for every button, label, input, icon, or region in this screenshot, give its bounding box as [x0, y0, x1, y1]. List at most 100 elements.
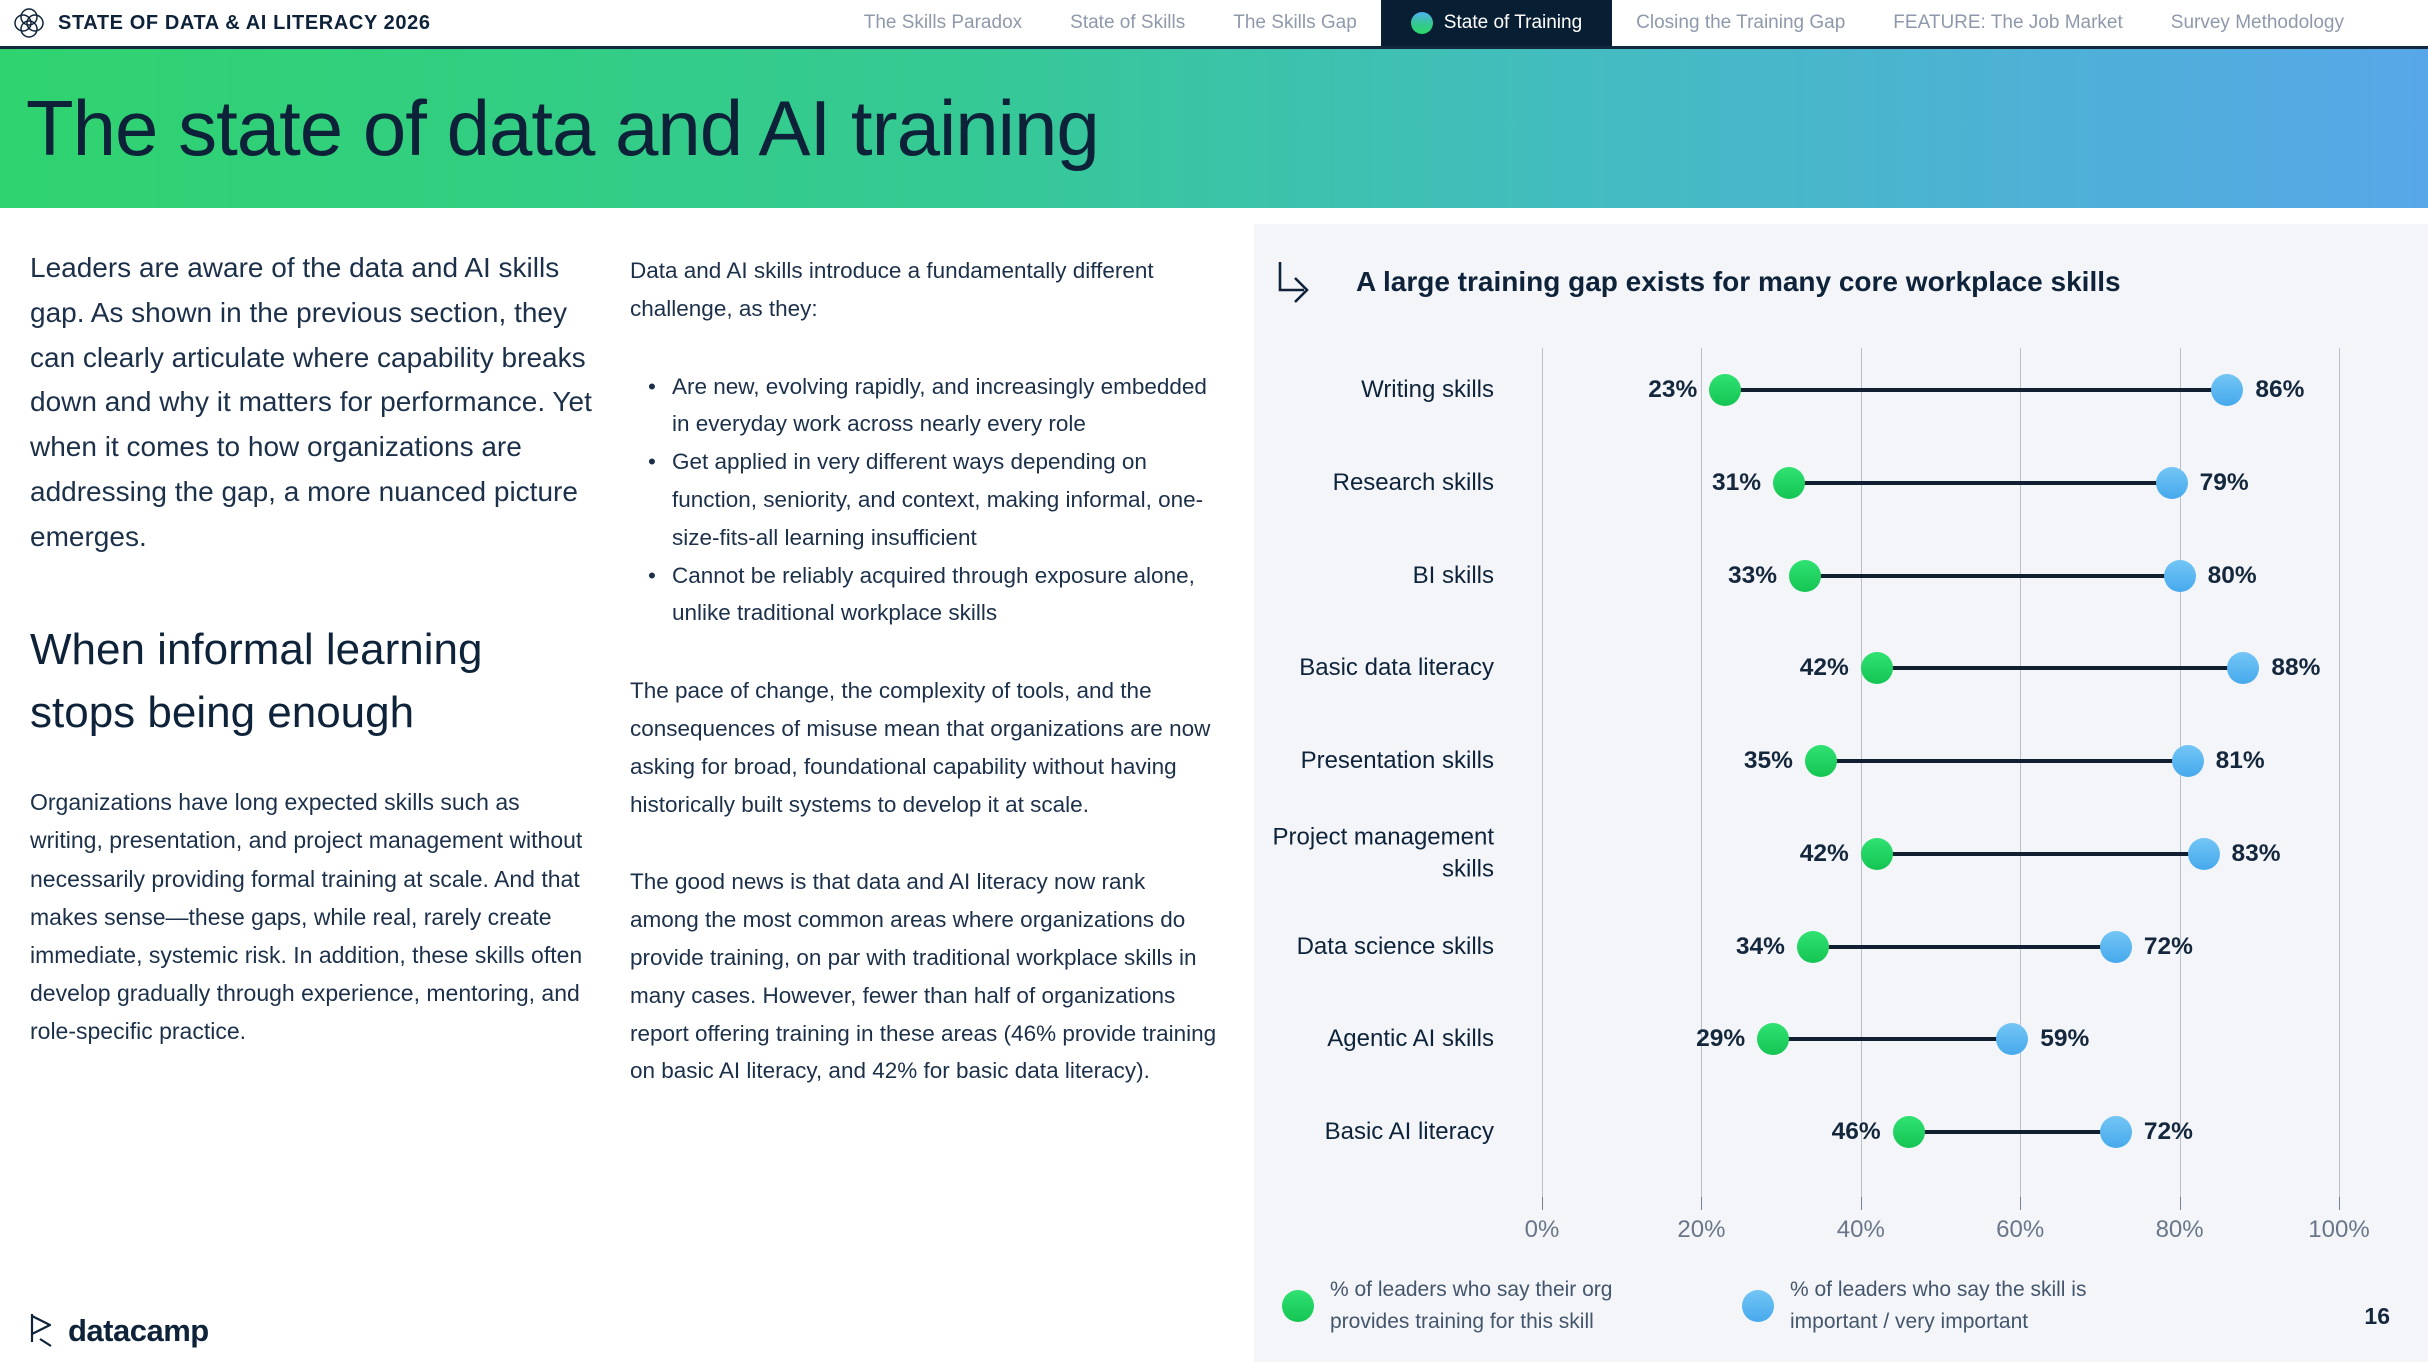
nav-tab-the-skills-paradox[interactable]: The Skills Paradox: [840, 0, 1046, 46]
datacamp-wordmark: datacamp: [68, 1313, 209, 1348]
importance-value-label: 72%: [2143, 932, 2193, 960]
importance-value-label: 86%: [2255, 376, 2305, 403]
gridline: [2020, 348, 2022, 1197]
x-axis-label: 100%: [2308, 1216, 2370, 1243]
nav-tab-label: Closing the Training Gap: [1636, 12, 1846, 33]
importance-value-label: 83%: [2231, 839, 2281, 867]
nav-tab-state-of-training[interactable]: State of Training: [1380, 0, 1613, 46]
report-brand: STATE OF DATA & AI LITERACY 2026: [0, 6, 431, 40]
nav-tab-feature-the-job-market[interactable]: FEATURE: The Job Market: [1869, 0, 2146, 46]
dumbbell-line: [1820, 759, 2188, 763]
training-value-label: 35%: [1743, 747, 1793, 774]
row-label: Research skills: [1332, 468, 1494, 496]
active-tab-gradient-dot-icon: [1410, 12, 1433, 34]
dumbbell-line: [1812, 944, 2116, 949]
training-value-label: 46%: [1831, 1118, 1881, 1145]
training-dot: [1796, 930, 1829, 963]
dumbbell-line: [1725, 388, 2228, 392]
dumbbell-line: [1773, 1037, 2013, 1042]
nav-tab-label: State of Skills: [1070, 12, 1186, 33]
chart-panel: A large training gap exists for many cor…: [1254, 224, 2428, 1362]
training-value-label: 42%: [1799, 654, 1849, 682]
datacamp-logo: datacamp: [28, 1312, 209, 1350]
training-dot: [1804, 745, 1837, 777]
subsection-heading: When informal learning stops being enoug…: [30, 624, 483, 738]
nav-tab-closing-the-training-gap[interactable]: Closing the Training Gap: [1612, 0, 1869, 46]
importance-dot: [2163, 559, 2196, 592]
chart-header: A large training gap exists for many cor…: [1274, 260, 2121, 304]
x-axis-label: 40%: [1836, 1216, 1885, 1243]
training-dot: [1789, 559, 1821, 592]
importance-dot: [2227, 652, 2260, 685]
bullet-item: Get applied in very different ways depen…: [630, 443, 1218, 556]
gridline: [2339, 348, 2340, 1197]
page-title: The state of data and AI training: [26, 84, 1100, 172]
mid-lead-paragraph: Data and AI skills introduce a fundament…: [630, 258, 1154, 321]
nav-tab-survey-methodology[interactable]: Survey Methodology: [2147, 0, 2368, 46]
middle-column: Data and AI skills introduce a fundament…: [630, 252, 1218, 1130]
training-value-label: 31%: [1712, 468, 1762, 496]
nav-tab-label: FEATURE: The Job Market: [1893, 12, 2123, 33]
chart-title: A large training gap exists for many cor…: [1356, 266, 2121, 297]
importance-value-label: 72%: [2143, 1118, 2193, 1145]
row-label: Basic AI literacy: [1324, 1117, 1494, 1145]
importance-dot: [2099, 930, 2132, 963]
nav-tab-label: State of Training: [1443, 12, 1583, 33]
axis-tick: [2339, 1197, 2340, 1210]
legend-item: % of leaders who say their org provides …: [1282, 1274, 1650, 1337]
nav-tab-the-skills-gap[interactable]: The Skills Gap: [1209, 0, 1381, 46]
arrow-right-icon: [1278, 262, 1309, 303]
dumbbell-line: [1876, 851, 2204, 856]
dumbbell-line: [1908, 1130, 2116, 1134]
importance-dot: [2155, 466, 2188, 499]
bullet-list: Are new, evolving rapidly, and increasin…: [630, 368, 1218, 633]
axis-tick: [1701, 1197, 1703, 1210]
intro-paragraph: Leaders are aware of the data and AI ski…: [30, 252, 592, 552]
importance-dot: [2187, 837, 2220, 870]
legend-green-dot-icon: [1282, 1289, 1314, 1322]
section-banner: The state of data and AI training: [0, 46, 2428, 208]
training-value-label: 34%: [1735, 932, 1785, 960]
training-dot: [1860, 652, 1893, 685]
dumbbell-line: [1805, 573, 2180, 578]
row-label: Project management skills: [1272, 823, 1494, 883]
top-nav: STATE OF DATA & AI LITERACY 2026 The Ski…: [0, 0, 2428, 46]
mid-paragraph-2: The good news is that data and AI litera…: [630, 869, 1217, 1084]
importance-dot: [1996, 1023, 2029, 1056]
page-number: 16: [2364, 1303, 2390, 1329]
nav-tab-state-of-skills[interactable]: State of Skills: [1046, 0, 1209, 46]
left-body-paragraph: Organizations have long expected skills …: [30, 789, 583, 1045]
legend-item: % of leaders who say the skill is import…: [1742, 1274, 2110, 1337]
nav-tab-label: The Skills Paradox: [863, 12, 1023, 33]
training-dot: [1860, 837, 1893, 870]
report-title: STATE OF DATA & AI LITERACY 2026: [58, 11, 431, 34]
training-value-label: 42%: [1799, 839, 1849, 867]
row-label: Agentic AI skills: [1327, 1025, 1494, 1053]
dumbbell-line: [1789, 480, 2172, 485]
axis-tick: [2020, 1197, 2022, 1210]
training-dot: [1709, 374, 1742, 406]
dumbbell-chart: 0% 20% 40% 60% 80% 100% Writing skills 23% 86% Re…: [1254, 224, 2428, 1362]
datacamp-logo-icon: [30, 1314, 52, 1347]
training-dot: [1757, 1023, 1790, 1056]
importance-value-label: 88%: [2271, 654, 2321, 682]
axis-tick: [1542, 1197, 1543, 1210]
gridline: [1701, 348, 1703, 1197]
nav-items: The Skills Paradox State of Skills The Ski…: [840, 0, 2428, 46]
training-dot: [1773, 466, 1806, 499]
nav-tab-label: Survey Methodology: [2170, 12, 2344, 33]
bullet-item: Cannot be reliably acquired through expo…: [630, 557, 1218, 633]
gridline: [1860, 348, 1862, 1197]
mid-paragraph-1: The pace of change, the complexity of to…: [630, 678, 1211, 817]
x-axis-label: 80%: [2155, 1216, 2204, 1243]
legend-label: % of leaders who say the skill is import…: [1790, 1278, 2087, 1333]
importance-value-label: 59%: [2040, 1025, 2090, 1053]
x-axis-label: 20%: [1677, 1216, 1726, 1243]
gridline: [1542, 348, 1543, 1197]
row-label: Presentation skills: [1300, 746, 1494, 774]
dumbbell-line: [1876, 666, 2244, 671]
report-logo-icon: [14, 8, 44, 38]
importance-value-label: 80%: [2207, 561, 2257, 589]
row-label: Data science skills: [1296, 932, 1494, 960]
